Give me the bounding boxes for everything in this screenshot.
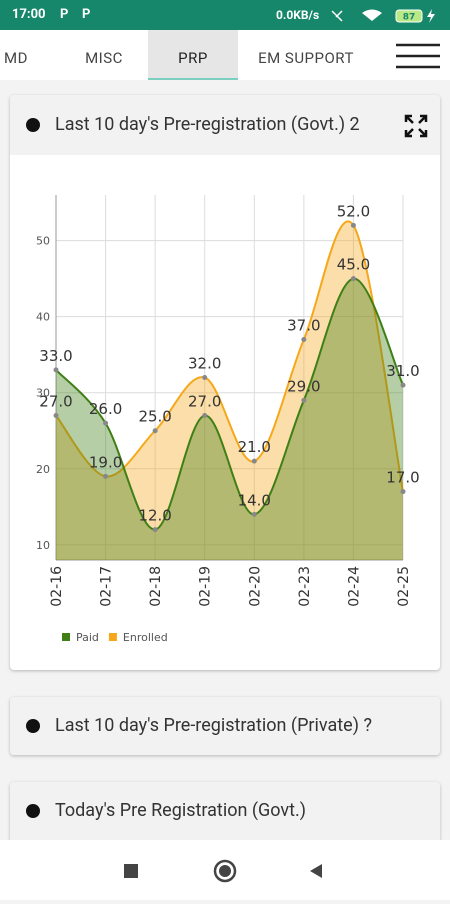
expand-icon[interactable] xyxy=(404,114,428,138)
data-label: 14.0 xyxy=(238,491,271,509)
x-tick-label: 02-20 xyxy=(247,566,263,607)
navigation-bar xyxy=(0,840,450,900)
battery-level: 87 xyxy=(403,13,416,23)
x-tick-label: 02-24 xyxy=(346,566,362,607)
x-tick-label: 02-16 xyxy=(49,566,65,607)
point xyxy=(251,458,257,464)
data-label: 29.0 xyxy=(287,377,320,395)
point xyxy=(301,336,307,342)
clock: 17:00 xyxy=(12,7,46,22)
card-header[interactable]: Last 10 day's Pre-registration (Govt.) 2 xyxy=(10,95,440,155)
point xyxy=(202,413,208,419)
point xyxy=(400,489,406,495)
data-label: 27.0 xyxy=(39,393,72,411)
tab-active[interactable]: PRP xyxy=(148,30,238,80)
point xyxy=(400,382,406,388)
point xyxy=(152,428,158,434)
recents-button[interactable] xyxy=(124,864,138,878)
point xyxy=(53,413,59,419)
data-label: 33.0 xyxy=(39,347,72,365)
point xyxy=(350,276,356,282)
y-tick-label: 10 xyxy=(36,539,50,552)
chart: 10 20 30 40 50 02-16 02-17 02-18 02-19 02-20 02-23… xyxy=(36,195,420,644)
legend-swatch xyxy=(108,633,117,641)
tab[interactable]: MISC xyxy=(85,49,123,67)
data-label: 25.0 xyxy=(138,408,171,426)
chart-card: Last 10 day's Pre-registration (Govt.) 2 xyxy=(10,95,440,670)
x-tick-label: 02-17 xyxy=(99,566,115,607)
point xyxy=(202,375,208,380)
tab[interactable]: EM SUPPORT xyxy=(258,49,354,67)
y-tick-label: 50 xyxy=(36,235,50,248)
status-icons: 87 xyxy=(331,9,435,23)
y-tick-label: 40 xyxy=(36,311,50,324)
data-label: 12.0 xyxy=(138,507,171,525)
area xyxy=(56,221,403,560)
card-header: Last 10 day's Pre-registration (Private)… xyxy=(10,697,440,755)
bullet xyxy=(26,118,40,132)
data-label: 32.0 xyxy=(188,355,221,373)
legend-label: Enrolled xyxy=(123,631,168,644)
status-bar: 17:00 P P 0.0KB/s 87 xyxy=(0,0,450,30)
point xyxy=(301,397,307,403)
line xyxy=(55,277,404,531)
data-label: 21.0 xyxy=(238,438,271,456)
point xyxy=(251,511,257,517)
x-tick-label: 02-23 xyxy=(297,566,313,607)
tab[interactable]: MD xyxy=(4,49,28,67)
x-tick-label: 02-18 xyxy=(148,566,164,607)
notification-icon: P xyxy=(82,7,91,22)
notification-icon: P xyxy=(60,7,69,22)
card[interactable]: Today's Pre Registration (Govt.) xyxy=(10,782,440,840)
data-label: 52.0 xyxy=(337,202,370,220)
data-label: 37.0 xyxy=(287,316,320,334)
point xyxy=(103,473,109,479)
point xyxy=(350,222,356,228)
data-label: 27.0 xyxy=(188,393,221,411)
legend-label: Paid xyxy=(76,631,99,644)
x-tick-label: 02-25 xyxy=(396,566,412,607)
data-label: 19.0 xyxy=(89,453,122,471)
network-speed: 0.0KB/s xyxy=(276,8,320,22)
menu-button[interactable] xyxy=(394,42,442,70)
card-title: Last 10 day's Pre-registration (Private)… xyxy=(55,715,372,736)
data-label: 17.0 xyxy=(386,469,419,487)
data-label: 31.0 xyxy=(386,362,419,380)
legend-swatch xyxy=(62,633,70,641)
x-tick-label: 02-19 xyxy=(198,566,214,607)
point xyxy=(53,367,59,373)
data-label: 26.0 xyxy=(89,400,122,418)
point xyxy=(103,420,109,426)
tab-bar: MD MISC PRP EM SUPPORT xyxy=(0,30,450,80)
card-header: Today's Pre Registration (Govt.) xyxy=(10,782,440,840)
area xyxy=(56,278,403,560)
data-label: 45.0 xyxy=(337,256,370,274)
nav-buttons xyxy=(124,859,322,883)
back-button[interactable] xyxy=(310,864,322,878)
home-button[interactable] xyxy=(213,859,237,883)
y-tick-label: 30 xyxy=(36,387,50,400)
point xyxy=(152,527,158,533)
home-button-core xyxy=(219,865,231,877)
y-tick-label: 20 xyxy=(36,463,50,476)
card-title: Last 10 day's Pre-registration (Govt.) 2 xyxy=(55,114,360,135)
card[interactable]: Last 10 day's Pre-registration (Private)… xyxy=(10,697,440,755)
bullet xyxy=(26,804,40,818)
bullet xyxy=(26,719,40,733)
card-title: Today's Pre Registration (Govt.) xyxy=(55,800,307,821)
